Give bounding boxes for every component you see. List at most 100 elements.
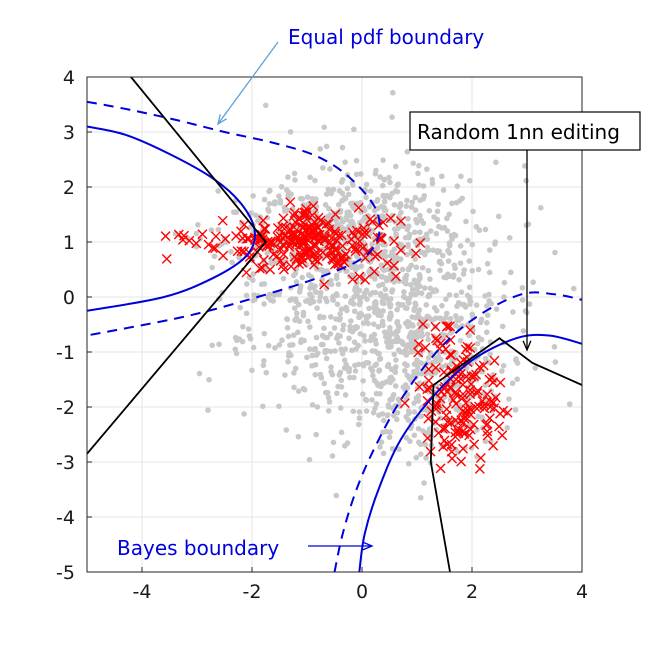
- data-point: [334, 292, 340, 299]
- data-point: [430, 288, 437, 295]
- x-marker: [426, 406, 437, 417]
- data-point: [372, 362, 378, 369]
- data-point: [245, 326, 252, 332]
- data-point: [457, 243, 464, 249]
- data-point: [501, 294, 507, 300]
- data-point: [314, 404, 321, 410]
- data-point: [369, 348, 376, 354]
- data-point: [208, 227, 215, 233]
- data-point: [566, 401, 573, 408]
- data-point: [372, 276, 378, 282]
- data-point: [510, 309, 516, 315]
- data-point: [265, 206, 271, 213]
- data-point: [299, 274, 306, 281]
- data-point: [382, 334, 389, 340]
- data-point: [379, 281, 386, 288]
- data-point: [295, 388, 302, 394]
- data-point: [285, 174, 291, 180]
- data-point: [446, 240, 453, 246]
- data-point: [495, 213, 502, 220]
- data-point: [372, 289, 379, 296]
- data-point: [419, 264, 426, 271]
- data-point: [209, 264, 216, 271]
- data-point: [387, 274, 394, 281]
- data-point: [401, 289, 407, 295]
- data-point: [397, 243, 404, 249]
- data-point: [400, 302, 406, 308]
- x-marker: [257, 263, 268, 273]
- x-marker: [382, 258, 393, 269]
- data-point: [457, 337, 464, 344]
- x-marker: [357, 243, 368, 254]
- data-point: [293, 315, 300, 321]
- data-point: [193, 230, 200, 237]
- data-point: [275, 47, 281, 53]
- x-marker: [259, 223, 270, 234]
- data-point: [513, 355, 519, 362]
- equal-pdf-boundary-left: [87, 100, 381, 337]
- data-point: [287, 342, 293, 348]
- x-marker: [446, 446, 457, 457]
- nn-boundary-upper-left: [87, 77, 267, 455]
- data-point: [382, 193, 389, 200]
- data-point: [519, 297, 526, 303]
- data-point: [436, 259, 443, 265]
- data-point: [349, 264, 355, 271]
- x-marker: [457, 426, 468, 437]
- y-tick-label: 4: [63, 67, 75, 89]
- x-marker: [330, 209, 341, 220]
- data-point: [410, 160, 417, 167]
- data-point: [402, 275, 408, 281]
- data-point: [258, 281, 265, 288]
- data-point: [407, 281, 414, 288]
- data-point: [407, 438, 413, 445]
- data-point: [429, 180, 436, 187]
- data-point: [411, 409, 418, 415]
- data-point: [396, 446, 402, 453]
- data-point: [335, 209, 342, 216]
- x-tick-label: -4: [133, 581, 152, 603]
- data-point: [356, 415, 363, 421]
- data-point: [409, 199, 416, 206]
- data-point: [284, 316, 291, 323]
- x-marker: [485, 396, 496, 407]
- x-marker: [253, 241, 264, 252]
- x-marker: [459, 413, 470, 424]
- x-marker: [395, 245, 406, 256]
- x-marker: [210, 231, 221, 242]
- data-point: [264, 250, 270, 257]
- x-marker: [385, 213, 396, 224]
- random-1nn-box: [409, 111, 641, 151]
- data-point: [387, 397, 393, 403]
- data-point: [349, 347, 355, 354]
- data-point: [325, 394, 332, 401]
- data-point: [312, 289, 319, 295]
- data-point: [412, 300, 419, 307]
- data-point: [521, 163, 528, 169]
- y-tick-label: 0: [63, 287, 75, 309]
- data-point: [433, 230, 440, 237]
- x-marker: [458, 443, 469, 454]
- data-point: [266, 201, 273, 207]
- y-tick-label: -2: [56, 397, 75, 419]
- x-marker: [445, 417, 456, 428]
- data-point: [216, 341, 222, 348]
- data-point: [345, 223, 352, 230]
- y-tick-label: -5: [56, 562, 75, 584]
- data-point: [466, 258, 473, 264]
- data-point: [364, 296, 370, 302]
- data-point: [338, 306, 345, 313]
- data-point: [452, 265, 458, 272]
- data-point: [265, 342, 272, 349]
- data-point: [312, 371, 319, 378]
- x-marker: [354, 236, 365, 247]
- x-marker: [265, 264, 276, 275]
- data-point: [323, 143, 330, 150]
- data-point: [277, 200, 284, 206]
- data-point: [469, 241, 476, 248]
- data-point: [426, 207, 433, 214]
- x-marker: [475, 452, 486, 463]
- annotation-random-1nn: Random 1nn editing: [409, 111, 641, 352]
- data-point: [350, 408, 357, 415]
- data-point: [261, 330, 268, 337]
